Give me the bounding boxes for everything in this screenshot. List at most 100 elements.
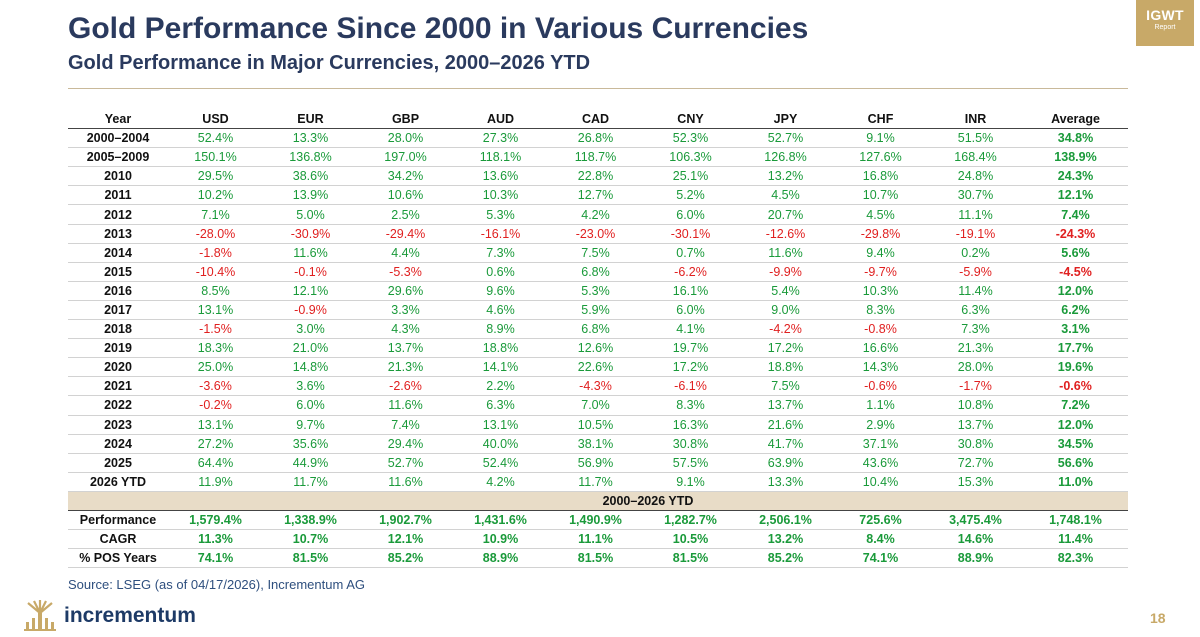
title-divider <box>68 88 1128 89</box>
column-header: INR <box>928 110 1023 130</box>
value-cell: 14.1% <box>453 357 548 378</box>
value-cell: -5.3% <box>358 262 453 282</box>
value-cell: 28.0% <box>928 357 1023 378</box>
value-cell: 27.3% <box>453 128 548 149</box>
value-cell: -12.6% <box>738 224 833 244</box>
column-header: CHF <box>833 110 928 130</box>
value-cell: -23.0% <box>548 224 643 244</box>
value-cell: 4.5% <box>833 204 928 225</box>
value-cell: 197.0% <box>358 147 453 168</box>
value-cell: 5.2% <box>643 185 738 206</box>
table-row: 2015 -10.4% -0.1% -5.3% 0.6% 6.8% -6.2% -9.9% -9… <box>68 262 1128 282</box>
page-subtitle: Gold Performance in Major Currencies, 20… <box>68 52 591 74</box>
year-cell: 2011 <box>68 185 168 206</box>
value-cell: 13.7% <box>928 415 1023 435</box>
average-cell: 11.0% <box>1023 472 1128 492</box>
value-cell: 12.7% <box>548 185 643 206</box>
page-number: 18 <box>1150 610 1166 626</box>
value-cell: 29.4% <box>358 434 453 454</box>
summary-value: 725.6% <box>833 510 928 531</box>
value-cell: 13.3% <box>263 128 358 149</box>
value-cell: 52.3% <box>643 128 738 149</box>
value-cell: -6.1% <box>643 376 738 397</box>
value-cell: 13.6% <box>453 166 548 187</box>
year-cell: 2026 YTD <box>68 472 168 492</box>
summary-value: 81.5% <box>263 548 358 569</box>
value-cell: 5.9% <box>548 300 643 321</box>
value-cell: 6.3% <box>928 300 1023 321</box>
table-row: 2019 18.3% 21.0% 13.7% 18.8% 12.6% 19.7% 17.2% 1… <box>68 338 1128 359</box>
value-cell: 11.6% <box>358 395 453 416</box>
value-cell: -1.7% <box>928 376 1023 397</box>
year-cell: 2014 <box>68 243 168 263</box>
value-cell: 11.6% <box>263 243 358 263</box>
gold-performance-table: Year USD EUR GBP AUD CAD CNY JPY CHF INR Average 2… <box>68 110 1128 569</box>
column-header: EUR <box>263 110 358 130</box>
value-cell: 9.6% <box>453 281 548 301</box>
value-cell: -30.1% <box>643 224 738 244</box>
value-cell: 13.1% <box>168 300 263 321</box>
summary-value: 85.2% <box>358 548 453 569</box>
value-cell: 4.2% <box>548 204 643 225</box>
value-cell: 40.0% <box>453 434 548 454</box>
year-cell: 2020 <box>68 357 168 378</box>
value-cell: 9.0% <box>738 300 833 321</box>
value-cell: 150.1% <box>168 147 263 168</box>
badge-main-label: IGWT <box>1146 7 1184 23</box>
value-cell: 30.7% <box>928 185 1023 206</box>
column-header: Year <box>68 110 168 130</box>
table-row: 2020 25.0% 14.8% 21.3% 14.1% 22.6% 17.2% 18.8% 1… <box>68 357 1128 378</box>
summary-value: 14.6% <box>928 529 1023 550</box>
value-cell: 11.7% <box>548 472 643 492</box>
summary-value: 85.2% <box>738 548 833 569</box>
year-cell: 2016 <box>68 281 168 301</box>
table-row: 2013 -28.0% -30.9% -29.4% -16.1% -23.0% -30.1%… <box>68 224 1128 244</box>
value-cell: 30.8% <box>643 434 738 454</box>
value-cell: -9.7% <box>833 262 928 282</box>
year-cell: 2023 <box>68 415 168 435</box>
logo-wordmark: incrementum <box>64 604 196 627</box>
value-cell: 12.6% <box>548 338 643 359</box>
table-row: 2021 -3.6% 3.6% -2.6% 2.2% -4.3% -6.1% 7.5% -0.6… <box>68 376 1128 397</box>
badge-sub-label: Report <box>1154 24 1176 31</box>
column-header: GBP <box>358 110 453 130</box>
value-cell: 13.7% <box>738 395 833 416</box>
value-cell: 6.0% <box>263 395 358 416</box>
year-cell: 2012 <box>68 204 168 225</box>
value-cell: 52.7% <box>358 453 453 473</box>
value-cell: 21.0% <box>263 338 358 359</box>
table-row: 2018 -1.5% 3.0% 4.3% 8.9% 6.8% 4.1% -4.2% -0.8% 7… <box>68 319 1128 340</box>
value-cell: -9.9% <box>738 262 833 282</box>
value-cell: -19.1% <box>928 224 1023 244</box>
summary-value: 10.9% <box>453 529 548 550</box>
average-cell: -0.6% <box>1023 376 1128 397</box>
value-cell: 5.3% <box>453 204 548 225</box>
summary-value: 1,748.1% <box>1023 510 1128 531</box>
average-cell: 6.2% <box>1023 300 1128 321</box>
year-cell: 2019 <box>68 338 168 359</box>
value-cell: 127.6% <box>833 147 928 168</box>
value-cell: 38.1% <box>548 434 643 454</box>
value-cell: 2.2% <box>453 376 548 397</box>
value-cell: 16.8% <box>833 166 928 187</box>
value-cell: 7.4% <box>358 415 453 435</box>
value-cell: 20.7% <box>738 204 833 225</box>
value-cell: 11.4% <box>928 281 1023 301</box>
value-cell: 17.2% <box>738 338 833 359</box>
table-body: 2000–2004 52.4% 13.3% 28.0% 27.3% 26.8% 52.3% 5… <box>68 128 1128 569</box>
value-cell: 37.1% <box>833 434 928 454</box>
value-cell: 14.3% <box>833 357 928 378</box>
table-row: 2000–2004 52.4% 13.3% 28.0% 27.3% 26.8% 52.3% 5… <box>68 128 1128 149</box>
value-cell: 118.1% <box>453 147 548 168</box>
summary-row: Performance 1,579.4% 1,338.9% 1,902.7% 1,431… <box>68 510 1128 531</box>
value-cell: 6.0% <box>643 204 738 225</box>
average-cell: 34.8% <box>1023 128 1128 149</box>
value-cell: -1.5% <box>168 319 263 340</box>
period-band-row: 2000–2026 YTD <box>68 490 1128 511</box>
average-cell: 138.9% <box>1023 147 1128 168</box>
value-cell: 52.4% <box>168 128 263 149</box>
value-cell: 8.3% <box>643 395 738 416</box>
average-cell: 3.1% <box>1023 319 1128 340</box>
value-cell: 4.5% <box>738 185 833 206</box>
value-cell: 168.4% <box>928 147 1023 168</box>
